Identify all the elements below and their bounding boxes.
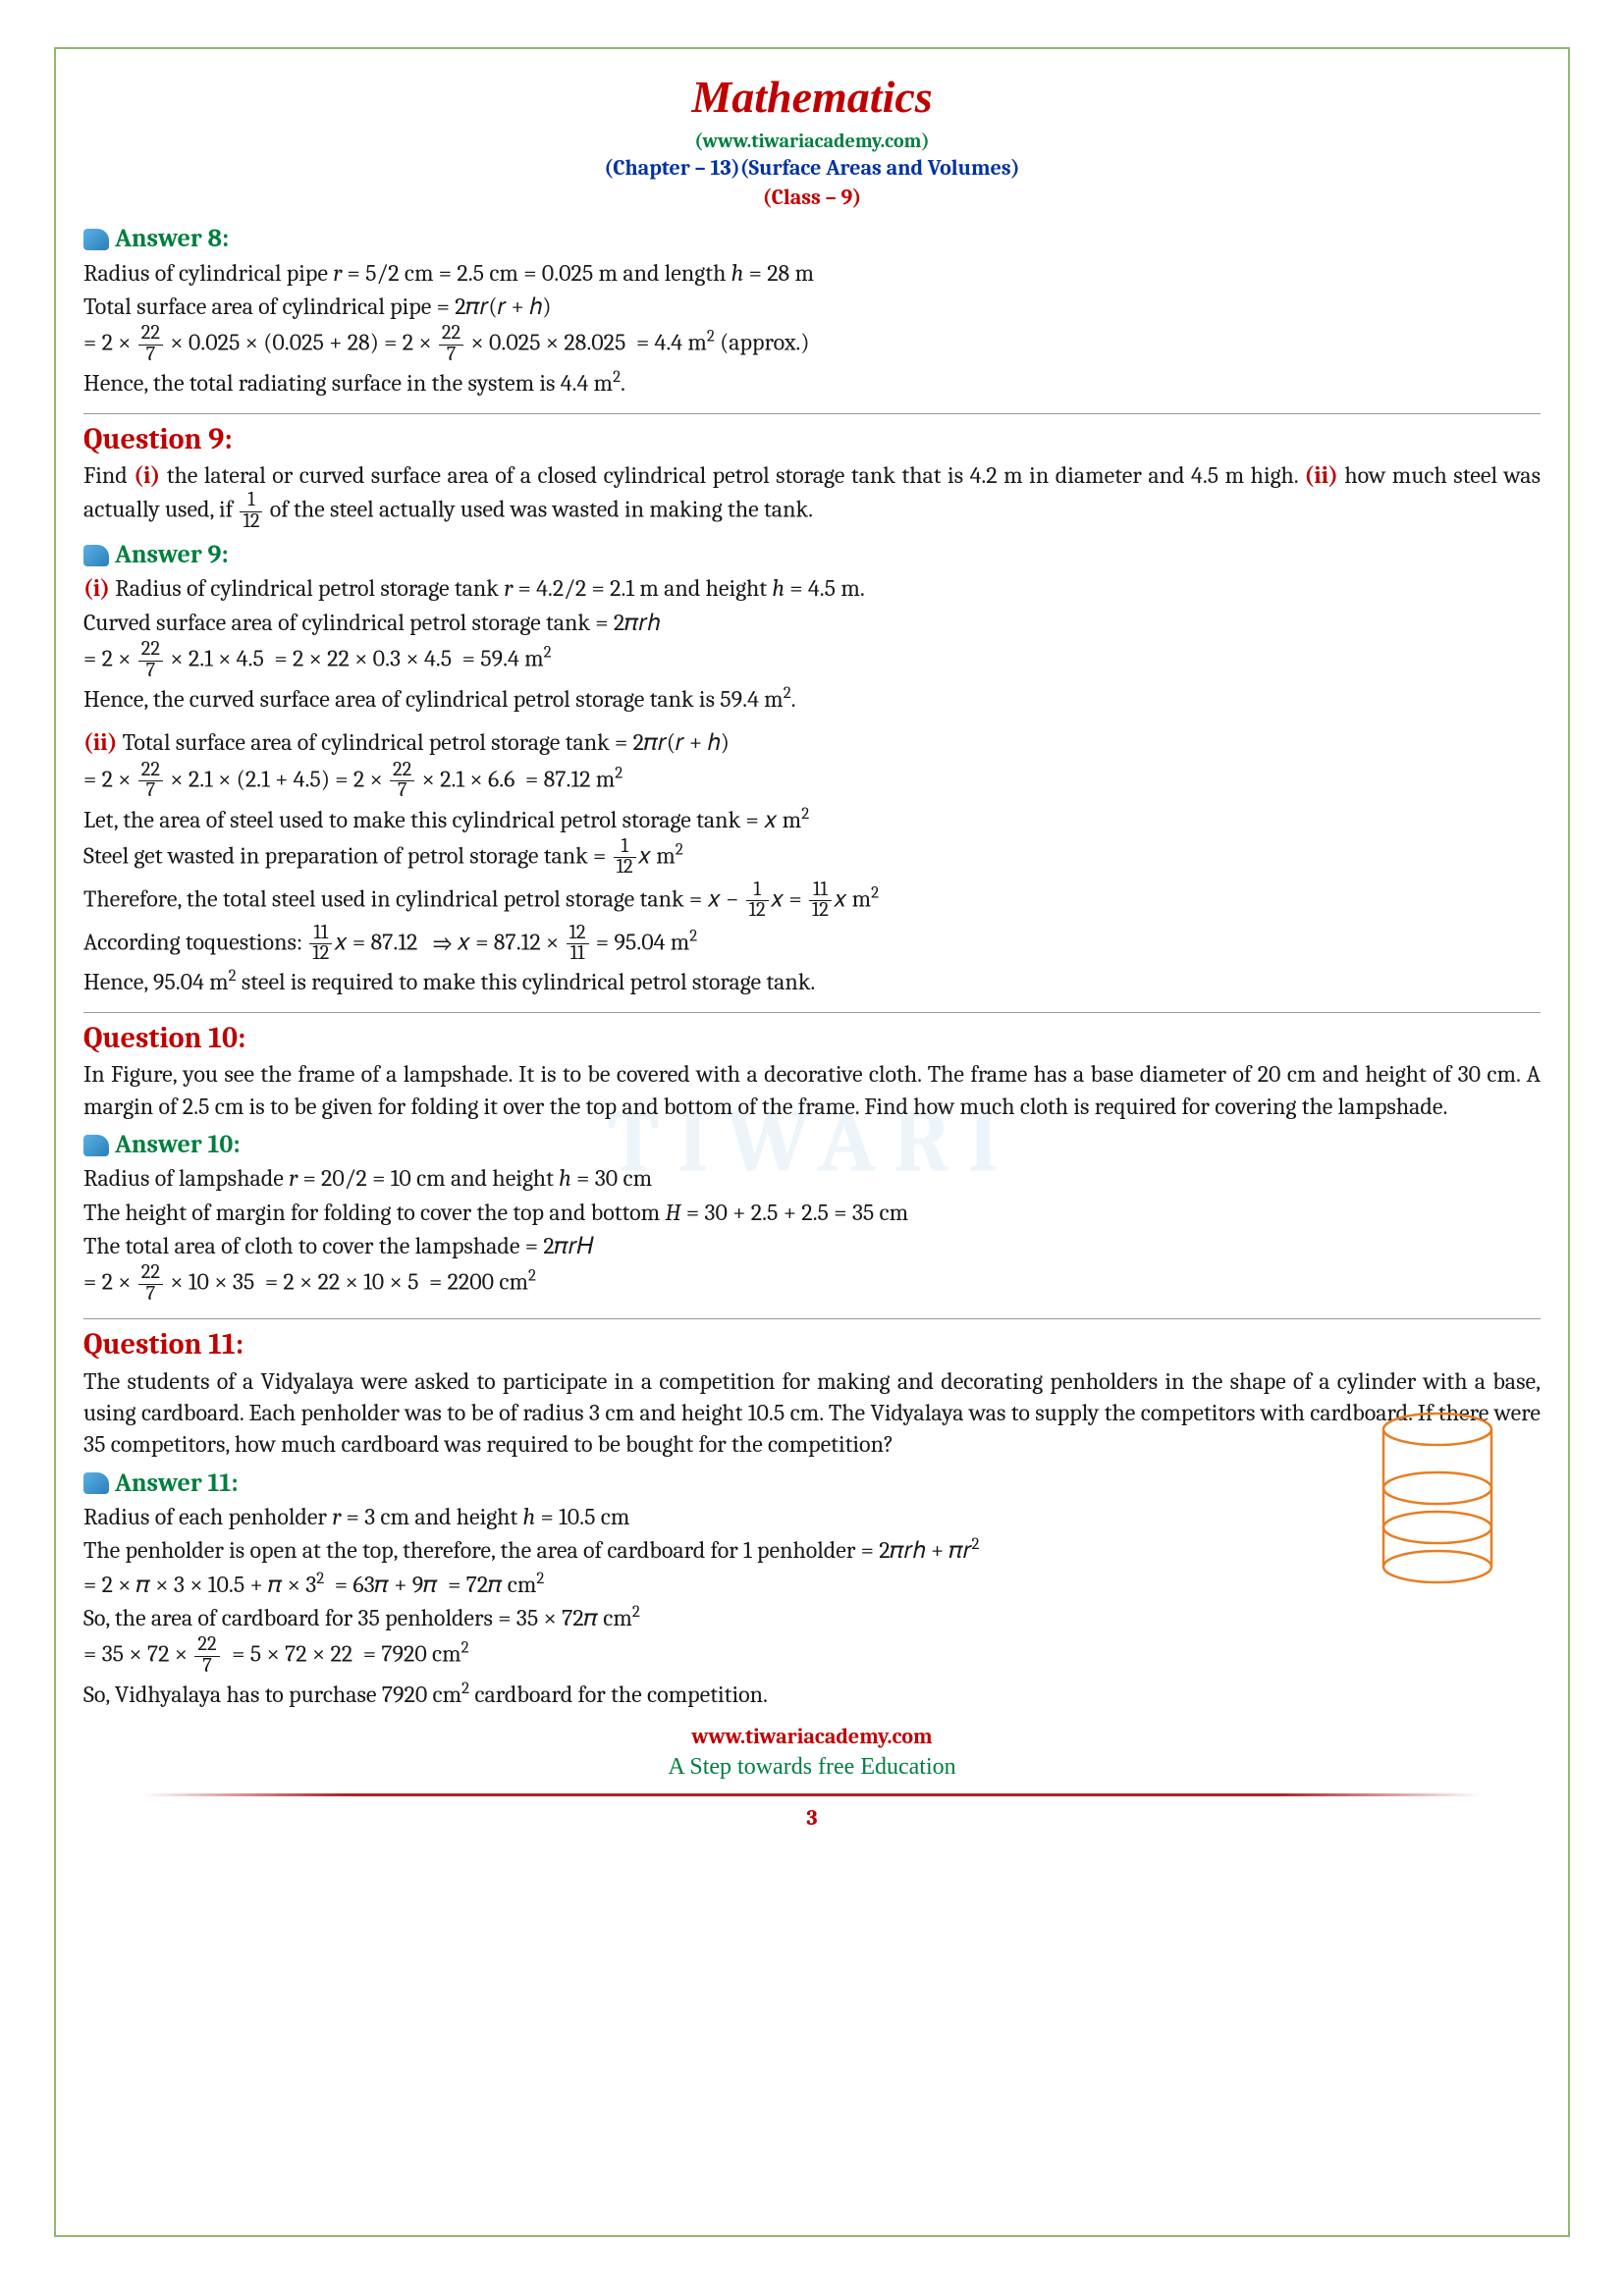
footer: www.tiwariacademy.com A Step towards fre… [83,1723,1541,1834]
answer-9-ii-line2: = 2 × 227 × 2.1 × (2.1 + 4.5) = 2 × 227 … [83,761,1541,802]
answer-8-line4: Hence, the total radiating surface in th… [83,367,1541,399]
answer-8-line2: Total surface area of cylindrical pipe =… [83,291,1541,322]
answer-11-heading-text: Answer 11: [115,1467,239,1501]
answer-11-line5: = 35 × 72 × 227 = 5 × 72 × 22 = 7920 cm2 [83,1635,1541,1677]
answer-11-line1: Radius of each penholder r = 3 cm and he… [83,1501,1541,1532]
answer-9-heading: Answer 9: [83,538,1541,572]
answer-9-ii-line4: Steel get wasted in preparation of petro… [83,837,1541,879]
answer-11-line2: The penholder is open at the top, theref… [83,1534,1541,1566]
var-h: h [731,259,744,287]
page-frame: TIWARI Mathematics (www.tiwariacademy.co… [54,47,1570,2237]
answer-9-heading-text: Answer 9: [115,538,229,572]
answer-10-line4: = 2 × 227 × 10 × 35 = 2 × 22 × 10 × 5 = … [83,1263,1541,1305]
site-url: (www.tiwariacademy.com) [83,128,1541,154]
answer-9-ii-line5: Therefore, the total steel used in cylin… [83,881,1541,922]
answer-9-i-line4: Hence, the curved surface area of cylind… [83,683,1541,715]
part-ii: (ii) [83,728,117,756]
answer-10-heading-text: Answer 10: [115,1128,241,1162]
answer-10-line1: Radius of lampshade r = 20/2 = 10 cm and… [83,1162,1541,1194]
part-i: (i) [83,574,110,602]
answer-9-i-line2: Curved surface area of cylindrical petro… [83,607,1541,638]
text: of the steel actually used was wasted in… [264,496,813,523]
part-ii: (ii) [1304,461,1337,489]
answer-9-ii-line6: According toquestions: 1112𝑥 = 87.12 ⇒ 𝑥… [83,924,1541,965]
answer-9-i-line1: (i) Radius of cylindrical petrol storage… [83,572,1541,604]
text: Find [83,461,134,489]
answer-8-line1: Radius of cylindrical pipe r = 5/2 cm = … [83,257,1541,289]
footer-rule [142,1793,1482,1796]
answer-8-heading-text: Answer 8: [115,222,229,256]
class-label: (Class – 9) [83,184,1541,213]
lampshade-figure [1374,1410,1501,1586]
footer-site: www.tiwariacademy.com [83,1723,1541,1752]
question-10-heading: Question 10: [83,1012,1541,1059]
answer-10-heading: Answer 10: [83,1128,1541,1162]
question-9-heading: Question 9: [83,413,1541,460]
page-number: 3 [83,1804,1541,1834]
answer-8-heading: Answer 8: [83,222,1541,256]
question-9-text: Find (i) the lateral or curved surface a… [83,459,1541,532]
answer-9-ii-line3: Let, the area of steel used to make this… [83,804,1541,835]
text: the lateral or curved surface area of a … [160,461,1304,489]
answer-9-i-line3: = 2 × 227 × 2.1 × 4.5 = 2 × 22 × 0.3 × 4… [83,640,1541,681]
text: = 28 m [743,259,814,287]
answer-11-line3: = 2 × 𝜋 × 3 × 10.5 + 𝜋 × 32 = 63𝜋 + 9𝜋 =… [83,1569,1541,1600]
chapter-label: (Chapter – 13)(Surface Areas and Volumes… [83,154,1541,184]
answer-9-ii-line1: (ii) Total surface area of cylindrical p… [83,726,1541,758]
answer-10-line3: The total area of cloth to cover the lam… [83,1230,1541,1261]
answer-10-line2: The height of margin for folding to cove… [83,1197,1541,1228]
answer-11-line4: So, the area of cardboard for 35 penhold… [83,1602,1541,1633]
answer-8-line3: = 2 × 227 × 0.025 × (0.025 + 28) = 2 × 2… [83,324,1541,365]
page-title: Mathematics [83,67,1541,128]
answer-9-ii-line7: Hence, 95.04 m2 steel is required to mak… [83,966,1541,997]
question-11-text: The students of a Vidyalaya were asked t… [83,1365,1541,1461]
header: Mathematics (www.tiwariacademy.com) (Cha… [83,67,1541,212]
question-10-text: In Figure, you see the frame of a lampsh… [83,1058,1541,1122]
footer-tagline: A Step towards free Education [83,1751,1541,1783]
answer-11-heading: Answer 11: [83,1467,1541,1501]
content: Mathematics (www.tiwariacademy.com) (Cha… [83,67,1541,1833]
text: = 5/2 cm = 2.5 cm = 0.025 m and length [342,259,731,287]
question-11-heading: Question 11: [83,1318,1541,1365]
var-r: r [333,259,342,287]
part-i: (i) [134,461,160,489]
text: Radius of cylindrical pipe [83,259,333,287]
answer-11-line6: So, Vidhyalaya has to purchase 7920 cm2 … [83,1679,1541,1710]
